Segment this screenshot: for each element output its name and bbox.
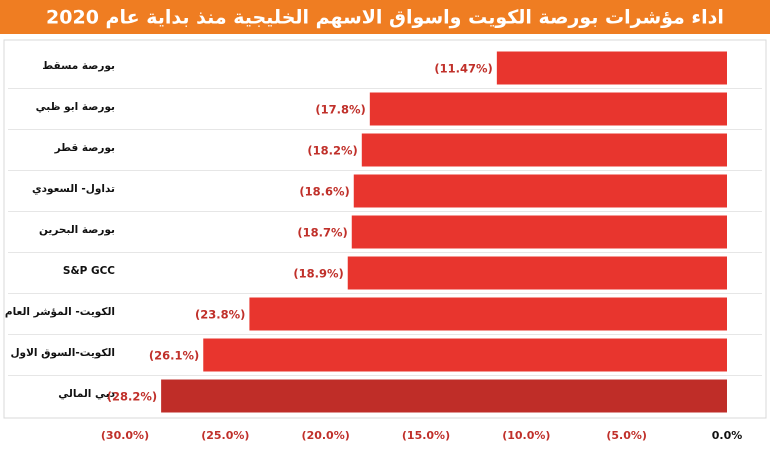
value-label: (18.7%) xyxy=(297,226,347,240)
bar xyxy=(369,92,727,126)
bar xyxy=(353,174,727,208)
category-label: S&P GCC xyxy=(63,265,115,277)
value-label: (23.8%) xyxy=(195,308,245,322)
bar xyxy=(496,51,727,85)
x-tick-label: 0.0% xyxy=(712,429,743,442)
value-label: (17.8%) xyxy=(315,103,365,117)
x-tick-label: (20.0%) xyxy=(302,429,350,442)
category-label: بورصة البحرين xyxy=(39,224,115,236)
category-label: تداول- السعودي xyxy=(32,183,115,195)
x-tick-label: (5.0%) xyxy=(606,429,647,442)
category-label: بورصة ابو ظبي xyxy=(36,101,115,113)
value-label: (18.6%) xyxy=(299,185,349,199)
value-label: (18.2%) xyxy=(307,144,357,158)
x-tick-label: (10.0%) xyxy=(502,429,550,442)
chart-title: اداء مؤشرات بورصة الكويت واسواق الاسهم ا… xyxy=(46,7,724,29)
bar xyxy=(347,256,727,290)
category-label: دبي المالي xyxy=(58,388,115,400)
value-label: (18.9%) xyxy=(293,267,343,281)
category-label: الكويت- المؤشر العام xyxy=(5,306,115,318)
bar xyxy=(161,379,727,413)
plot-frame xyxy=(3,39,767,419)
category-label: الكويت-السوق الاول xyxy=(10,347,115,359)
category-label: بورصة مسقط xyxy=(42,60,115,72)
x-tick-label: (15.0%) xyxy=(402,429,450,442)
bar xyxy=(203,338,727,372)
value-label: (26.1%) xyxy=(149,349,199,363)
bar xyxy=(361,133,727,167)
value-label: (28.2%) xyxy=(107,390,157,404)
x-tick-label: (25.0%) xyxy=(201,429,249,442)
value-label: (11.47%) xyxy=(434,62,492,76)
header-band xyxy=(0,0,770,34)
x-tick-label: (30.0%) xyxy=(101,429,149,442)
bar xyxy=(249,297,727,331)
category-label: بورصة قطر xyxy=(54,142,115,154)
bar xyxy=(351,215,727,249)
